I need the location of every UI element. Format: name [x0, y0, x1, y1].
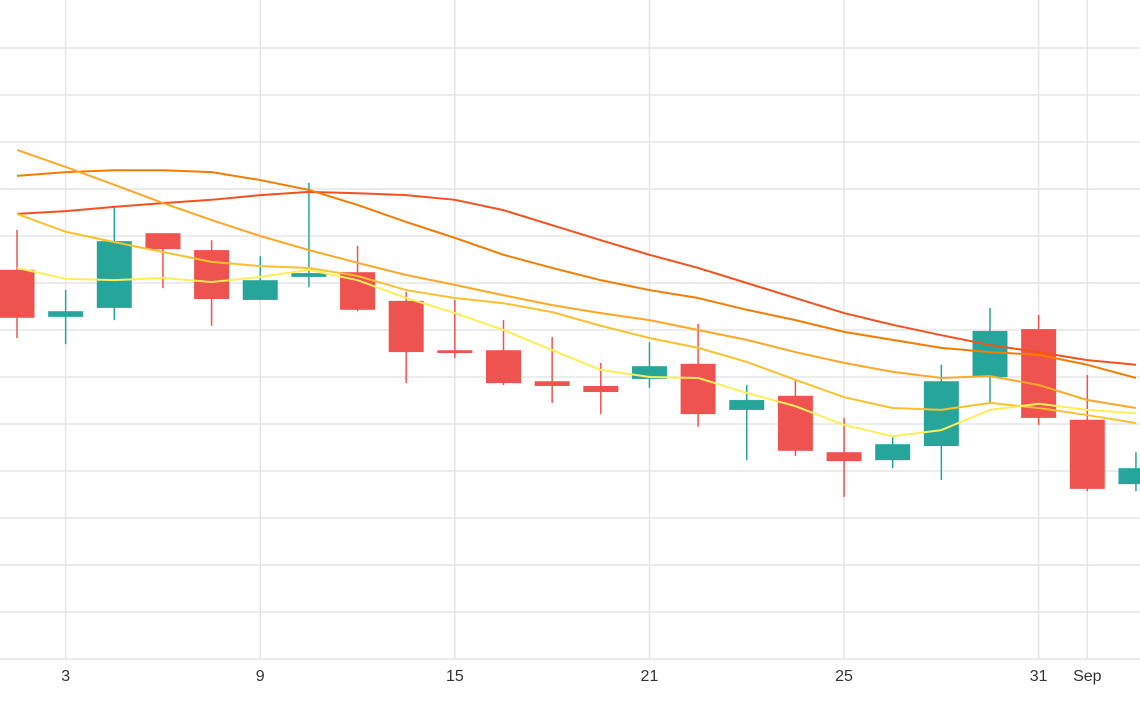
x-tick-label: 15	[446, 668, 464, 685]
candle-body	[437, 350, 473, 354]
moving-average-line	[16, 266, 1137, 438]
candle-body	[777, 395, 813, 451]
candle-body	[388, 300, 424, 353]
moving-average-line	[16, 212, 1137, 425]
x-tick-label: Sep	[1073, 668, 1102, 685]
candle-body	[0, 269, 35, 318]
candle-body	[729, 400, 765, 410]
candle-body	[242, 280, 278, 300]
candle-body	[534, 381, 570, 386]
candle-body	[486, 350, 521, 384]
candle-body	[875, 444, 911, 461]
candle-body	[48, 311, 84, 317]
moving-average-line	[16, 149, 1137, 410]
x-tick-label: 31	[1030, 668, 1048, 685]
x-tick-label: 9	[256, 668, 265, 685]
candle-body	[680, 363, 716, 415]
candle-body	[1069, 419, 1105, 489]
candle-body	[96, 241, 132, 308]
x-tick-label: 3	[61, 668, 70, 685]
candle-body	[583, 385, 619, 393]
candle-body	[826, 452, 862, 462]
candle-body	[145, 233, 181, 250]
candle-body	[923, 381, 959, 447]
candle-body	[291, 273, 327, 277]
x-tick-label: 21	[641, 668, 659, 685]
moving-average-line	[16, 169, 1137, 379]
moving-average-line	[16, 190, 1137, 366]
candle-body	[972, 330, 1008, 377]
x-tick-label: 25	[835, 668, 853, 685]
candle-body	[194, 250, 230, 299]
candle-body	[1118, 468, 1140, 485]
